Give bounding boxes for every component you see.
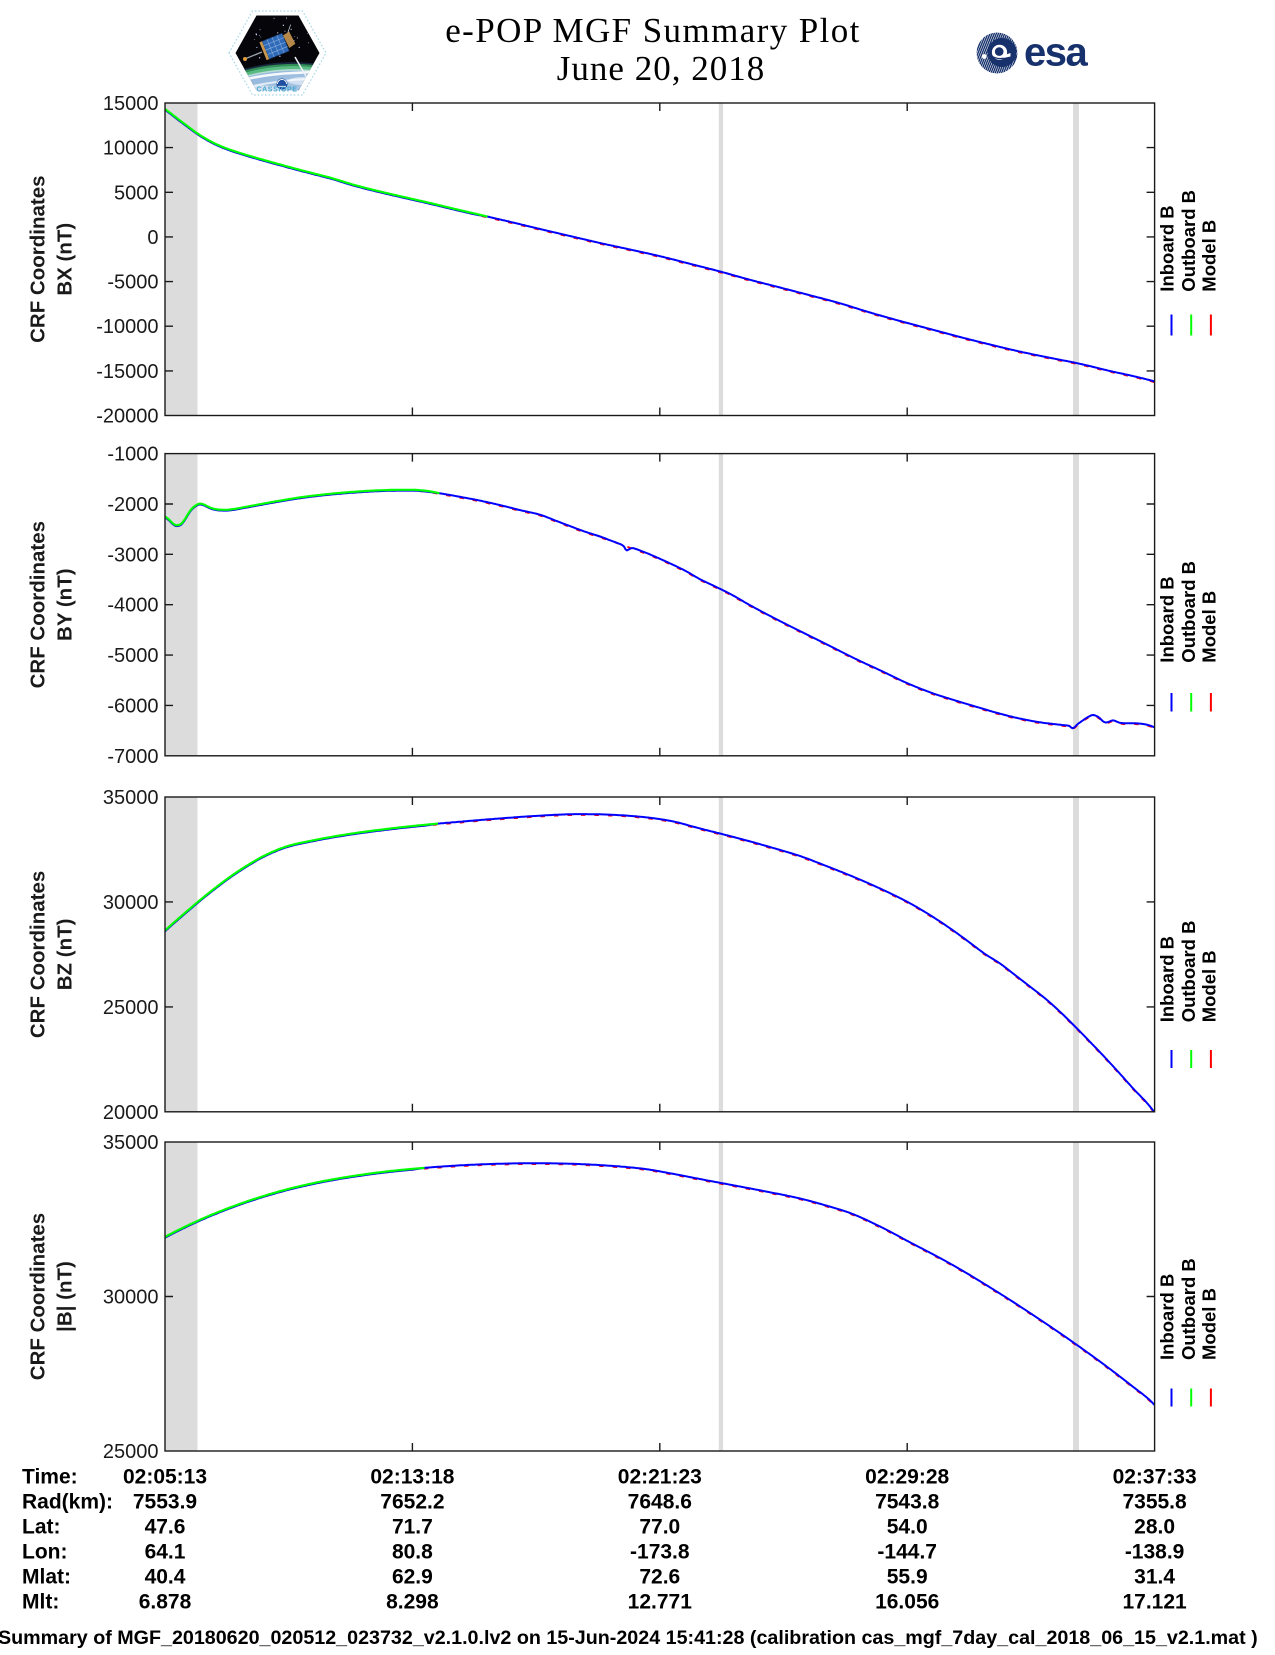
svg-text:7543.8: 7543.8 xyxy=(875,1491,940,1514)
svg-text:10000: 10000 xyxy=(103,138,159,160)
svg-text:15000: 15000 xyxy=(103,93,159,115)
svg-text:-4000: -4000 xyxy=(107,595,158,617)
svg-text:June 20, 2018: June 20, 2018 xyxy=(557,49,765,88)
svg-text:71.7: 71.7 xyxy=(392,1516,433,1539)
svg-text:CRF Coordinates: CRF Coordinates xyxy=(27,175,50,342)
svg-text:Model B: Model B xyxy=(1198,591,1219,663)
svg-text:47.6: 47.6 xyxy=(145,1516,186,1539)
svg-text:Model B: Model B xyxy=(1198,220,1219,292)
svg-text:CASSIOPE: CASSIOPE xyxy=(257,87,298,94)
svg-text:BY (nT): BY (nT) xyxy=(54,568,77,641)
svg-text:Outboard B: Outboard B xyxy=(1178,190,1199,292)
svg-text:-10000: -10000 xyxy=(96,316,158,338)
svg-text:02:29:28: 02:29:28 xyxy=(865,1466,949,1489)
svg-text:-1000: -1000 xyxy=(107,444,158,466)
svg-text:CRF Coordinates: CRF Coordinates xyxy=(27,521,50,688)
svg-text:Outboard B: Outboard B xyxy=(1178,1258,1199,1360)
svg-text:6.878: 6.878 xyxy=(139,1591,192,1614)
svg-text:-7000: -7000 xyxy=(107,746,158,768)
svg-text:64.1: 64.1 xyxy=(145,1541,186,1564)
svg-text:-144.7: -144.7 xyxy=(877,1541,937,1564)
svg-text:CRF Coordinates: CRF Coordinates xyxy=(27,1213,50,1380)
svg-text:77.0: 77.0 xyxy=(639,1516,680,1539)
svg-text:40.4: 40.4 xyxy=(145,1566,186,1589)
svg-text:BX (nT): BX (nT) xyxy=(54,223,77,296)
svg-text:31.4: 31.4 xyxy=(1134,1566,1175,1589)
svg-text:72.6: 72.6 xyxy=(639,1566,680,1589)
svg-text:80.8: 80.8 xyxy=(392,1541,433,1564)
svg-text:Inboard B: Inboard B xyxy=(1157,576,1178,662)
svg-text:25000: 25000 xyxy=(103,1441,159,1463)
svg-text:Outboard B: Outboard B xyxy=(1178,921,1199,1023)
svg-text:Inboard B: Inboard B xyxy=(1157,936,1178,1022)
svg-text:Outboard B: Outboard B xyxy=(1178,561,1199,663)
svg-text:-5000: -5000 xyxy=(107,645,158,667)
svg-text:02:21:23: 02:21:23 xyxy=(618,1466,702,1489)
svg-text:Model B: Model B xyxy=(1198,950,1219,1022)
svg-text:16.056: 16.056 xyxy=(875,1591,939,1614)
svg-text:17.121: 17.121 xyxy=(1122,1591,1187,1614)
svg-text:12.771: 12.771 xyxy=(628,1591,693,1614)
svg-text:30000: 30000 xyxy=(103,1287,159,1309)
svg-text:Inboard B: Inboard B xyxy=(1157,1274,1178,1360)
svg-text:7553.9: 7553.9 xyxy=(133,1491,197,1514)
svg-text:02:13:18: 02:13:18 xyxy=(370,1466,454,1489)
svg-text:55.9: 55.9 xyxy=(887,1566,928,1589)
svg-text:54.0: 54.0 xyxy=(887,1516,928,1539)
svg-text:02:05:13: 02:05:13 xyxy=(123,1466,207,1489)
svg-text:Rad(km):: Rad(km): xyxy=(22,1491,113,1514)
svg-text:25000: 25000 xyxy=(103,997,159,1019)
svg-text:0: 0 xyxy=(147,227,158,249)
svg-text:Summary of MGF_20180620_020512: Summary of MGF_20180620_020512_023732_v2… xyxy=(0,1627,1258,1649)
svg-text:02:37:33: 02:37:33 xyxy=(1113,1466,1197,1489)
svg-text:-138.9: -138.9 xyxy=(1125,1541,1185,1564)
svg-text:35000: 35000 xyxy=(103,787,159,809)
svg-text:7648.6: 7648.6 xyxy=(628,1491,692,1514)
svg-text:28.0: 28.0 xyxy=(1134,1516,1175,1539)
svg-text:62.9: 62.9 xyxy=(392,1566,433,1589)
svg-text:-5000: -5000 xyxy=(107,272,158,294)
svg-text:Mlat:: Mlat: xyxy=(22,1566,71,1589)
svg-text:Model B: Model B xyxy=(1198,1288,1219,1360)
svg-text:-2000: -2000 xyxy=(107,494,158,516)
svg-text:7355.8: 7355.8 xyxy=(1122,1491,1187,1514)
svg-text:Inboard B: Inboard B xyxy=(1157,205,1178,291)
svg-text:-20000: -20000 xyxy=(96,406,158,428)
svg-text:7652.2: 7652.2 xyxy=(380,1491,444,1514)
svg-text:Lon:: Lon: xyxy=(22,1541,67,1564)
svg-text:8.298: 8.298 xyxy=(386,1591,439,1614)
svg-text:BZ (nT): BZ (nT) xyxy=(54,919,77,991)
svg-text:Mlt:: Mlt: xyxy=(22,1591,59,1614)
svg-text:35000: 35000 xyxy=(103,1132,159,1154)
svg-text:30000: 30000 xyxy=(103,892,159,914)
svg-text:5000: 5000 xyxy=(114,182,159,204)
svg-text:|B| (nT): |B| (nT) xyxy=(54,1261,77,1332)
svg-text:20000: 20000 xyxy=(103,1102,159,1124)
svg-text:esa: esa xyxy=(1024,31,1088,75)
svg-text:-6000: -6000 xyxy=(107,695,158,717)
svg-text:-173.8: -173.8 xyxy=(630,1541,690,1564)
svg-text:-15000: -15000 xyxy=(96,361,158,383)
svg-text:Lat:: Lat: xyxy=(22,1516,61,1539)
svg-text:-3000: -3000 xyxy=(107,544,158,566)
svg-text:Time:: Time: xyxy=(22,1466,78,1489)
svg-text:e-POP MGF Summary Plot: e-POP MGF Summary Plot xyxy=(445,11,861,50)
svg-text:CRF Coordinates: CRF Coordinates xyxy=(27,871,50,1038)
